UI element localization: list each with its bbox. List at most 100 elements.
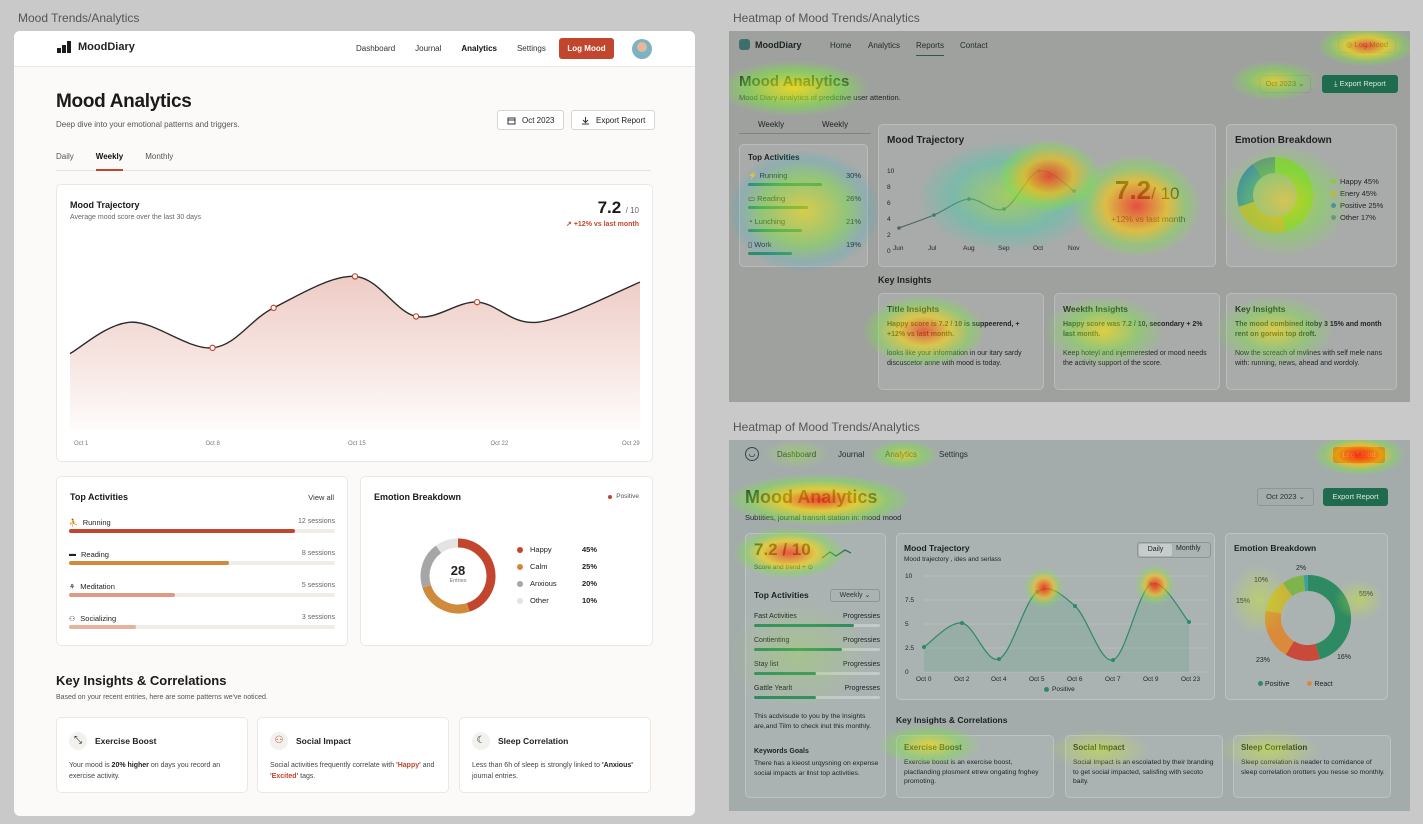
log-mood-button[interactable]: Log Mood [559, 38, 614, 59]
activity-status: Progressies [843, 637, 880, 644]
insights-title: Key Insights [878, 275, 932, 285]
activity-bar-track [69, 625, 335, 629]
activity-status: Progressies [843, 613, 880, 620]
tab-daily[interactable]: Daily [56, 152, 74, 161]
y-tick-label: 6 [887, 200, 891, 207]
nav-reports[interactable]: Reports [916, 41, 945, 56]
activity-row[interactable]: ⚡ Running 30% [748, 171, 861, 180]
activity-row[interactable]: ▭ Reading 26% [748, 194, 861, 203]
logo-icon [739, 39, 750, 50]
trajectory-point[interactable] [270, 304, 277, 312]
activity-row[interactable]: Contienting Progressies [754, 637, 880, 644]
trajectory-point[interactable] [922, 645, 926, 649]
nav-dashboard[interactable]: Dashboard [356, 44, 396, 53]
activity-row[interactable]: ⚘ Meditation 5 sessions [69, 582, 335, 597]
legend-react: React [1307, 681, 1333, 688]
trajectory-point[interactable] [1037, 169, 1041, 173]
nav-settings[interactable]: Settings [516, 44, 546, 53]
tab-monthly[interactable]: Monthly [145, 152, 174, 161]
activity-row[interactable]: Gattle Yearlt Progresses [754, 685, 880, 692]
nav-journal[interactable]: Journal [415, 44, 442, 53]
avatar[interactable] [632, 39, 652, 59]
activity-label: ⚘ Meditation [69, 582, 335, 591]
nav-analytics[interactable]: Analytics [868, 41, 901, 50]
activity-row[interactable]: Stay list Progressies [754, 661, 880, 668]
date-picker-button[interactable]: Oct 2023 [497, 110, 565, 130]
trajectory-point[interactable] [209, 344, 216, 352]
legend-pct: 10% [581, 596, 597, 605]
activity-bar [754, 672, 816, 675]
trajectory-point[interactable] [1002, 207, 1006, 211]
trajectory-area [924, 583, 1189, 672]
keywords-title: Keywords Goals [754, 748, 809, 755]
view-all-link[interactable]: View all [308, 493, 334, 502]
nav-analytics[interactable]: Analytics [885, 450, 918, 459]
insight-detail: looks like your information in our itary… [887, 350, 1022, 367]
tab-weekly-2[interactable]: Weekly [822, 120, 849, 129]
activities-period-select[interactable]: Weekly ⌄ [830, 589, 880, 602]
nav-settings[interactable]: Settings [939, 450, 968, 459]
x-tick-label: Oct 5 [1029, 676, 1045, 683]
export-report-button[interactable]: ⤓ Export Report [1322, 75, 1398, 93]
tab-weekly[interactable]: Weekly [758, 120, 785, 129]
score-subtitle: Score and trend + ⊙ [754, 564, 814, 571]
donut-slice [457, 538, 496, 612]
log-mood-button[interactable]: Log Mood [1333, 447, 1385, 463]
emotion-legend-row: Happy 45% [517, 545, 597, 554]
legend-dot [517, 546, 523, 553]
legend-label: Other 17% [1340, 213, 1376, 222]
insight-title: Key Insights [1235, 304, 1286, 314]
heatmap-top-panel: MoodDiary Home Analytics Reports Contact… [729, 31, 1410, 402]
insight-body: Social Impact is an escoiated by their b… [1073, 759, 1214, 785]
nav-home[interactable]: Home [830, 41, 852, 50]
activity-bar [754, 624, 854, 627]
export-report-button[interactable]: Export Report [571, 110, 656, 130]
export-report-label: Export Report [596, 115, 646, 125]
trajectory-point[interactable] [1149, 582, 1153, 586]
activity-row[interactable]: Fast Activities Progressies [754, 613, 880, 620]
date-picker-button[interactable]: Oct 2023 ⌄ [1259, 75, 1311, 93]
trajectory-point[interactable] [351, 273, 359, 280]
log-mood-button[interactable]: ◎ Log Mood [1338, 37, 1396, 53]
trajectory-point[interactable] [412, 313, 420, 320]
emotion-breakdown-card: Emotion Breakdown 2% 10% 15% 55% 23% 16% Posi… [1225, 533, 1388, 700]
logo[interactable]: MoodDiary [57, 41, 135, 53]
trajectory-point[interactable] [932, 213, 936, 217]
trajectory-point[interactable] [1073, 604, 1077, 608]
score-value: 7.2 / 10 [754, 540, 811, 559]
toggle-monthly[interactable]: Monthly [1176, 545, 1201, 552]
nav-contact[interactable]: Contact [960, 41, 988, 50]
trajectory-point[interactable] [473, 298, 481, 306]
y-tick-label: 7.5 [905, 597, 914, 604]
activity-pct: 19% [845, 240, 861, 249]
emotion-donut [1237, 157, 1313, 233]
emotion-legend-row: Positive 25% [1331, 201, 1383, 211]
nav-journal[interactable]: Journal [838, 450, 865, 459]
activity-row[interactable]: ⚇ Socializing 3 sessions [69, 614, 335, 629]
date-picker-button[interactable]: Oct 2023 ⌄ [1257, 488, 1314, 506]
trajectory-point[interactable] [1111, 658, 1115, 662]
activity-row[interactable]: ◔ Lunching 21% [748, 217, 861, 226]
emotion-legend-row: Calm 25% [517, 562, 597, 571]
export-report-button[interactable]: Export Report [1323, 488, 1388, 506]
trajectory-point[interactable] [960, 621, 964, 625]
activity-row[interactable]: ▬ Reading 8 sessions [69, 550, 335, 565]
trajectory-point[interactable] [1072, 189, 1076, 193]
tab-weekly[interactable]: Weekly [95, 152, 124, 171]
trajectory-point[interactable] [967, 197, 971, 201]
trajectory-point[interactable] [1035, 590, 1039, 594]
trajectory-point[interactable] [1187, 620, 1191, 624]
nav-dashboard[interactable]: Dashboard [777, 450, 817, 459]
page-subtitle: Deep dive into your emotional patterns a… [56, 120, 240, 129]
toggle-daily[interactable]: Daily [1139, 544, 1172, 556]
legend-label: Enery 45% [1340, 189, 1377, 198]
nav-analytics[interactable]: Analytics [461, 44, 497, 53]
activity-row[interactable]: ⛹ Running 12 sessions [69, 518, 335, 533]
activity-row[interactable]: ▯ Work 19% [748, 240, 861, 249]
trajectory-point[interactable] [897, 226, 901, 230]
positive-label: Positive [616, 493, 639, 500]
smiley-logo-icon[interactable]: ◡ [745, 447, 759, 461]
top-activities-card: Top Activities View all ⛹ Running 12 sessi… [56, 476, 348, 646]
legend-dot [517, 563, 523, 570]
trajectory-point[interactable] [997, 657, 1001, 661]
